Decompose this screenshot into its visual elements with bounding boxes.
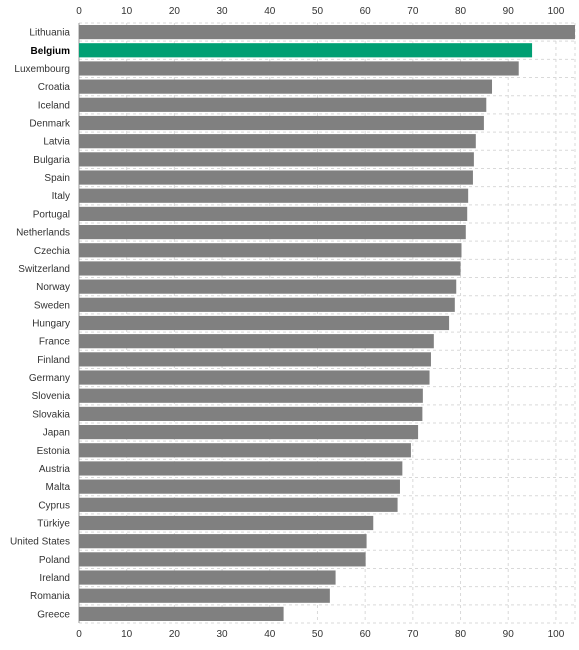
category-label: Ireland bbox=[39, 573, 70, 584]
x-tick-label-bottom: 50 bbox=[312, 629, 324, 640]
category-label: France bbox=[39, 337, 71, 348]
bar-france bbox=[79, 334, 434, 349]
category-label: Slovakia bbox=[32, 409, 70, 420]
category-label: Belgium bbox=[31, 46, 71, 57]
x-tick-label-top: 20 bbox=[169, 6, 181, 17]
category-labels: Lithuania Belgium Luxembourg Croatia Iceland… bbox=[10, 28, 71, 621]
category-label: Croatia bbox=[38, 82, 71, 93]
bar-cyprus bbox=[79, 497, 398, 512]
category-label: Luxembourg bbox=[14, 64, 70, 75]
x-tick-label-top: 30 bbox=[217, 6, 229, 17]
bar-poland bbox=[79, 552, 366, 567]
bar-germany bbox=[79, 370, 430, 385]
bar-iceland bbox=[79, 97, 487, 112]
bar-portugal bbox=[79, 206, 468, 221]
x-tick-label-top: 0 bbox=[76, 6, 82, 17]
category-label: Germany bbox=[29, 373, 70, 384]
category-label: Romania bbox=[30, 591, 70, 602]
bar-norway bbox=[79, 279, 457, 294]
x-tick-label-bottom: 90 bbox=[503, 629, 515, 640]
x-tick-label-bottom: 40 bbox=[264, 629, 276, 640]
x-tick-label-bottom: 100 bbox=[548, 629, 565, 640]
category-label: Austria bbox=[39, 464, 71, 475]
category-label: Cyprus bbox=[38, 500, 70, 511]
category-label: Sweden bbox=[34, 300, 70, 311]
bar-sweden bbox=[79, 297, 455, 312]
category-label: Netherlands bbox=[16, 228, 70, 239]
bar-ireland bbox=[79, 570, 336, 585]
category-label: Japan bbox=[43, 428, 70, 439]
bar-netherlands bbox=[79, 225, 466, 240]
bar-lithuania bbox=[79, 25, 575, 40]
x-tick-label-bottom: 80 bbox=[455, 629, 467, 640]
category-label: Estonia bbox=[37, 446, 71, 457]
category-label: Bulgaria bbox=[33, 155, 70, 166]
x-tick-label-bottom: 10 bbox=[121, 629, 133, 640]
bar-japan bbox=[79, 425, 419, 440]
bar-united-states bbox=[79, 534, 367, 549]
bar-belgium bbox=[79, 43, 533, 58]
bar-czechia bbox=[79, 243, 462, 258]
category-label: Norway bbox=[36, 282, 70, 293]
x-tick-label-bottom: 30 bbox=[217, 629, 229, 640]
bar-finland bbox=[79, 352, 431, 367]
category-label: Hungary bbox=[32, 319, 70, 330]
bar-romania bbox=[79, 588, 330, 603]
bar-slovenia bbox=[79, 388, 423, 403]
category-label: Slovenia bbox=[32, 391, 71, 402]
bar-croatia bbox=[79, 79, 493, 94]
bar-denmark bbox=[79, 115, 484, 131]
tick-labels: 0 0 10 10 20 20 30 30 40 40 50 50 60 60 70 70 80 80 90 90 10… bbox=[76, 6, 564, 640]
category-label: Denmark bbox=[29, 119, 71, 130]
category-label: Czechia bbox=[34, 246, 71, 257]
category-label: Poland bbox=[39, 555, 70, 566]
bar-italy bbox=[79, 188, 469, 203]
x-tick-label-bottom: 20 bbox=[169, 629, 181, 640]
bar-latvia bbox=[79, 134, 476, 149]
category-label: Greece bbox=[37, 609, 70, 620]
bar-slovakia bbox=[79, 406, 423, 421]
category-label: Latvia bbox=[43, 137, 70, 148]
bar-malta bbox=[79, 479, 400, 494]
category-label: Türkiye bbox=[37, 519, 70, 530]
x-tick-label-top: 50 bbox=[312, 6, 324, 17]
bar-austria bbox=[79, 461, 403, 476]
category-label: Portugal bbox=[33, 209, 70, 220]
bar-switzerland bbox=[79, 261, 461, 276]
category-label: Malta bbox=[46, 482, 71, 493]
bar-estonia bbox=[79, 443, 411, 458]
category-label: Iceland bbox=[38, 100, 70, 111]
bar-luxembourg bbox=[79, 61, 519, 76]
category-label: Spain bbox=[44, 173, 70, 184]
x-tick-label-bottom: 60 bbox=[360, 629, 372, 640]
x-tick-label-top: 40 bbox=[264, 6, 276, 17]
category-label: Finland bbox=[37, 355, 70, 366]
bar-spain bbox=[79, 170, 473, 185]
x-tick-label-top: 70 bbox=[407, 6, 419, 17]
category-label: United States bbox=[10, 537, 70, 548]
category-label: Lithuania bbox=[29, 28, 70, 39]
bar-bulgaria bbox=[79, 152, 474, 167]
category-label: Switzerland bbox=[18, 264, 70, 275]
x-tick-label-top: 80 bbox=[455, 6, 467, 17]
category-label: Italy bbox=[52, 191, 70, 202]
bars bbox=[79, 25, 575, 621]
x-tick-label-bottom: 70 bbox=[407, 629, 419, 640]
bar-hungary bbox=[79, 315, 450, 331]
x-tick-label-bottom: 0 bbox=[76, 629, 82, 640]
x-tick-label-top: 60 bbox=[360, 6, 372, 17]
x-tick-label-top: 100 bbox=[548, 6, 565, 17]
x-tick-label-top: 90 bbox=[503, 6, 515, 17]
x-tick-label-top: 10 bbox=[121, 6, 133, 17]
bar-greece bbox=[79, 606, 284, 621]
bar-t-rkiye bbox=[79, 515, 374, 531]
